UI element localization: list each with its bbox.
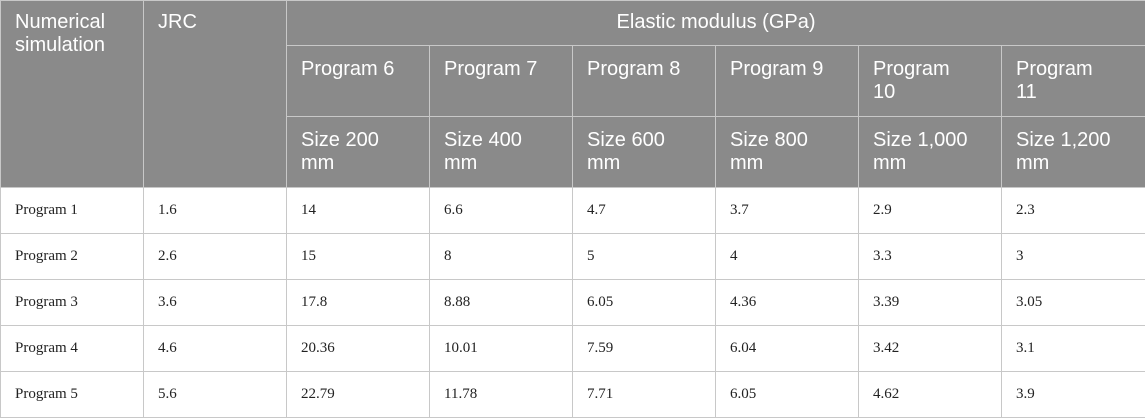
header-row: Numerical simulation JRC Elastic modulus…	[1, 1, 1145, 46]
header-cell: JRC	[144, 1, 287, 188]
row-label: Program 4	[1, 326, 144, 372]
row-label: Program 1	[1, 188, 144, 234]
header-cell: Program 9	[716, 46, 859, 117]
data-cell: 5.6	[144, 372, 287, 418]
data-cell: 4	[716, 234, 859, 280]
header-cell: Program 7	[430, 46, 573, 117]
data-cell: 7.71	[573, 372, 716, 418]
data-cell: 6.6	[430, 188, 573, 234]
header-cell: Program 6	[287, 46, 430, 117]
data-cell: 4.62	[859, 372, 1002, 418]
data-cell: 3.3	[859, 234, 1002, 280]
header-text: Size 1,200 mm	[1016, 129, 1115, 175]
header-text: Program 8	[587, 58, 680, 81]
header-text: Program 11	[1016, 58, 1115, 104]
header-cell: Program 8	[573, 46, 716, 117]
data-cell: 20.36	[287, 326, 430, 372]
header-text: Program 9	[730, 58, 823, 81]
group-header: Elastic modulus (GPa)	[287, 1, 1145, 46]
data-cell: 17.8	[287, 280, 430, 326]
header-cell: Size 600 mm	[573, 117, 716, 188]
data-cell: 2.3	[1002, 188, 1145, 234]
header-cell: Size 800 mm	[716, 117, 859, 188]
data-cell: 5	[573, 234, 716, 280]
header-text: Program 10	[873, 58, 972, 104]
data-cell: 1.6	[144, 188, 287, 234]
data-cell: 22.79	[287, 372, 430, 418]
data-cell: 3	[1002, 234, 1145, 280]
data-cell: 2.6	[144, 234, 287, 280]
header-cell: Program 11	[1002, 46, 1145, 117]
data-cell: 6.04	[716, 326, 859, 372]
data-cell: 3.1	[1002, 326, 1145, 372]
data-cell: 4.6	[144, 326, 287, 372]
data-cell: 3.39	[859, 280, 1002, 326]
row-label: Program 5	[1, 372, 144, 418]
data-cell: 4.7	[573, 188, 716, 234]
header-text: Size 200 mm	[301, 129, 400, 175]
data-cell: 8.88	[430, 280, 573, 326]
header-cell: Size 1,000 mm	[859, 117, 1002, 188]
header-cell: Size 1,200 mm	[1002, 117, 1145, 188]
data-cell: 10.01	[430, 326, 573, 372]
data-cell: 6.05	[573, 280, 716, 326]
header-cell: Program 10	[859, 46, 1002, 117]
data-cell: 11.78	[430, 372, 573, 418]
data-cell: 15	[287, 234, 430, 280]
data-cell: 3.9	[1002, 372, 1145, 418]
header-cell: Numerical simulation	[1, 1, 144, 188]
header-text: Program 6	[301, 58, 394, 81]
header-cell: Size 200 mm	[287, 117, 430, 188]
data-cell: 8	[430, 234, 573, 280]
header-text: Size 1,000 mm	[873, 129, 972, 175]
data-cell: 4.36	[716, 280, 859, 326]
data-cell: 3.05	[1002, 280, 1145, 326]
header-cell: Size 400 mm	[430, 117, 573, 188]
header-text: Program 7	[444, 58, 537, 81]
header-text: Size 400 mm	[444, 129, 543, 175]
header-text: Size 800 mm	[730, 129, 829, 175]
data-cell: 3.7	[716, 188, 859, 234]
data-cell: 2.9	[859, 188, 1002, 234]
data-cell: 3.42	[859, 326, 1002, 372]
data-cell: 3.6	[144, 280, 287, 326]
data-cell: 6.05	[716, 372, 859, 418]
row-label: Program 2	[1, 234, 144, 280]
table-header: Numerical simulation JRC Elastic modulus…	[1, 1, 1145, 188]
row-label: Program 3	[1, 280, 144, 326]
data-cell: 14	[287, 188, 430, 234]
header-text: Size 600 mm	[587, 129, 686, 175]
data-cell: 7.59	[573, 326, 716, 372]
